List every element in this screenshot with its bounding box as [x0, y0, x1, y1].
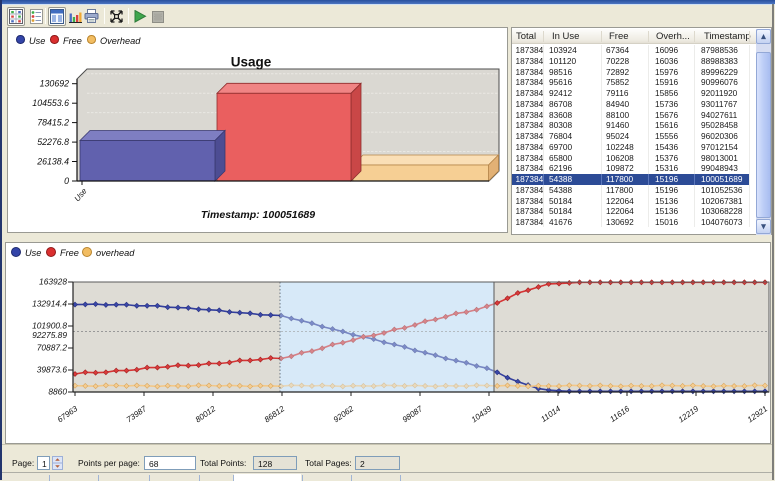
- svg-text:80012: 80012: [194, 404, 218, 424]
- svg-text:52276.8: 52276.8: [37, 137, 69, 147]
- svg-text:92275.89: 92275.89: [32, 330, 67, 340]
- svg-text:70887.2: 70887.2: [37, 343, 68, 353]
- svg-text:26138.4: 26138.4: [36, 157, 69, 167]
- svg-text:130692: 130692: [40, 79, 69, 89]
- svg-text:Timestamp: 100051689: Timestamp: 100051689: [201, 209, 315, 221]
- svg-text:163928: 163928: [39, 277, 67, 287]
- svg-text:39873.6: 39873.6: [37, 365, 68, 375]
- svg-text:8860: 8860: [48, 387, 67, 397]
- svg-text:92062: 92062: [332, 404, 356, 424]
- svg-text:11616: 11616: [608, 404, 631, 424]
- svg-text:78415.2: 78415.2: [37, 118, 69, 128]
- svg-text:101900.8: 101900.8: [32, 321, 67, 331]
- svg-text:11014: 11014: [539, 404, 562, 424]
- svg-text:104553.6: 104553.6: [32, 98, 69, 108]
- svg-text:86812: 86812: [263, 404, 287, 424]
- svg-text:12921: 12921: [746, 404, 769, 424]
- svg-text:73987: 73987: [125, 404, 149, 424]
- svg-text:0: 0: [64, 176, 69, 186]
- svg-text:Use: Use: [73, 186, 89, 203]
- svg-text:98087: 98087: [401, 404, 425, 424]
- svg-text:10439: 10439: [470, 404, 494, 424]
- svg-text:132914.4: 132914.4: [32, 299, 67, 309]
- svg-text:67963: 67963: [56, 404, 80, 424]
- svg-text:Usage: Usage: [231, 55, 272, 70]
- svg-text:12219: 12219: [677, 404, 701, 424]
